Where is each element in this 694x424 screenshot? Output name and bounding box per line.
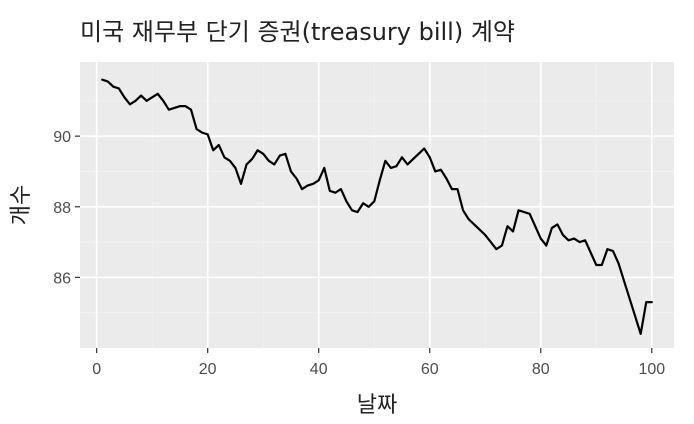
series-layer xyxy=(101,78,653,335)
plot-panel xyxy=(80,62,674,348)
series-line xyxy=(101,78,653,335)
y-tick-label: 90 xyxy=(53,129,71,146)
minor-gridlines xyxy=(80,62,674,348)
x-tick-label: 40 xyxy=(310,361,328,378)
y-tick-label: 88 xyxy=(53,200,71,217)
x-axis-title: 날짜 xyxy=(357,393,397,418)
y-axis: 86 88 90 xyxy=(53,129,80,287)
x-tick-label: 0 xyxy=(92,361,101,378)
x-tick-label: 20 xyxy=(199,361,217,378)
x-tick-label: 60 xyxy=(421,361,439,378)
y-tick-label: 86 xyxy=(53,270,71,287)
chart-title: 미국 재무부 단기 증권(treasury bill) 계약 xyxy=(80,18,515,46)
y-axis-title: 개수 xyxy=(9,185,34,225)
major-gridlines xyxy=(80,62,674,348)
x-tick-label: 80 xyxy=(532,361,550,378)
x-axis: 0 20 40 60 80 100 xyxy=(92,348,665,378)
x-tick-label: 100 xyxy=(638,361,665,378)
